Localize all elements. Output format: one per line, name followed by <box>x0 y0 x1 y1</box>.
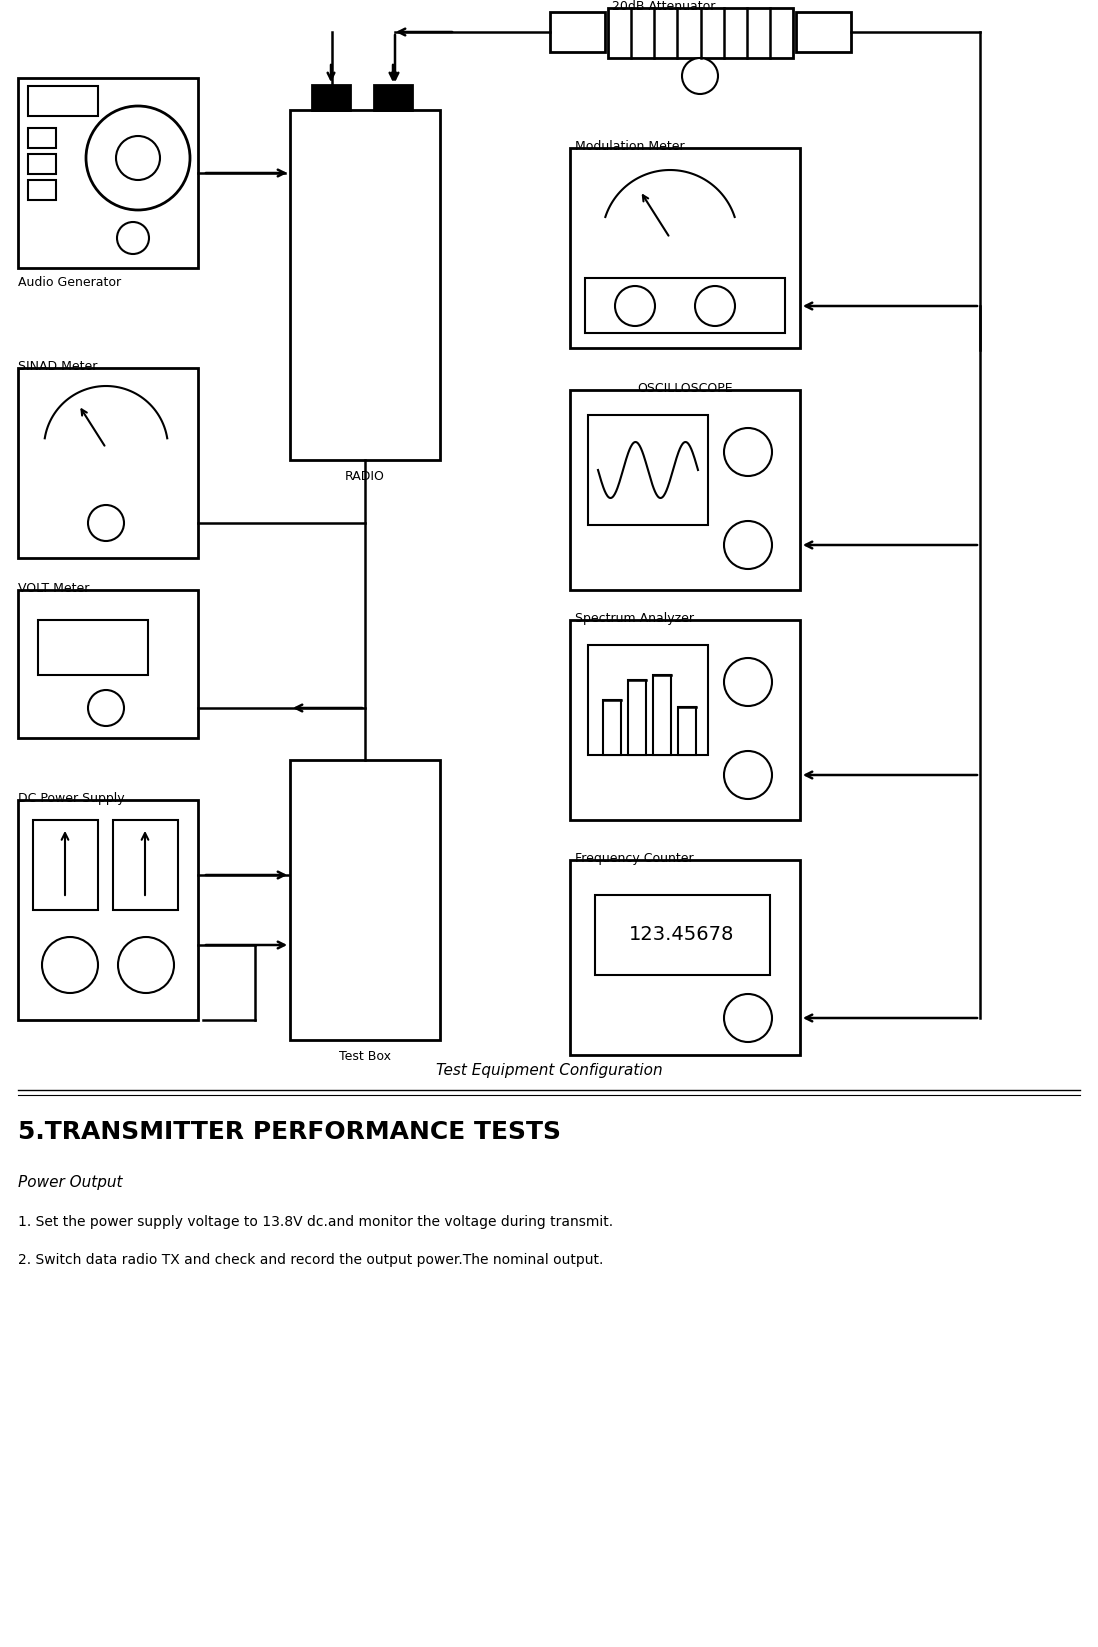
Text: 20dB Attenuator: 20dB Attenuator <box>612 0 716 13</box>
Bar <box>29 86 98 115</box>
Circle shape <box>724 428 772 476</box>
Bar <box>603 700 621 754</box>
Text: RADIO: RADIO <box>345 469 385 483</box>
Text: Spectrum Analyzer: Spectrum Analyzer <box>575 613 694 624</box>
Bar <box>312 86 350 110</box>
Bar <box>18 590 198 738</box>
Circle shape <box>724 995 772 1043</box>
Text: Power Output: Power Output <box>18 1174 123 1191</box>
Bar <box>38 619 148 675</box>
Bar <box>290 759 440 1039</box>
Text: 1. Set the power supply voltage to 13.8V dc.and monitor the voltage during trans: 1. Set the power supply voltage to 13.8V… <box>18 1215 613 1229</box>
Bar <box>18 800 198 1019</box>
Bar <box>608 8 793 58</box>
Text: Frequency Counter: Frequency Counter <box>575 851 694 865</box>
Text: OSCILLOSCOPE: OSCILLOSCOPE <box>637 382 732 395</box>
Bar <box>29 180 56 199</box>
Bar <box>290 110 440 460</box>
Circle shape <box>117 222 149 254</box>
Circle shape <box>42 937 98 993</box>
Circle shape <box>88 506 124 540</box>
Text: DC Power Supply: DC Power Supply <box>18 792 125 805</box>
Circle shape <box>682 58 718 94</box>
Bar <box>570 390 800 590</box>
Bar <box>796 12 851 53</box>
Bar <box>589 415 708 525</box>
Bar <box>113 820 178 911</box>
Bar <box>570 860 800 1056</box>
Circle shape <box>615 287 656 326</box>
Bar <box>33 820 98 911</box>
Text: 2. Switch data radio TX and check and record the output power.The nominal output: 2. Switch data radio TX and check and re… <box>18 1253 604 1267</box>
Text: Audio Generator: Audio Generator <box>18 277 121 288</box>
Bar <box>550 12 605 53</box>
Text: SINAD Meter: SINAD Meter <box>18 361 98 372</box>
Circle shape <box>88 690 124 726</box>
Bar <box>18 367 198 558</box>
Circle shape <box>695 287 735 326</box>
Bar <box>628 680 646 754</box>
Text: Test Box: Test Box <box>339 1051 391 1062</box>
Bar <box>589 646 708 754</box>
Bar <box>677 707 696 754</box>
Text: 5.TRANSMITTER PERFORMANCE TESTS: 5.TRANSMITTER PERFORMANCE TESTS <box>18 1120 561 1145</box>
Bar <box>595 894 770 975</box>
Circle shape <box>117 937 173 993</box>
Bar <box>653 675 671 754</box>
Text: VOLT Meter: VOLT Meter <box>18 581 89 595</box>
Bar <box>29 155 56 175</box>
Text: Modulation Meter: Modulation Meter <box>575 140 685 153</box>
Bar <box>374 86 412 110</box>
Circle shape <box>116 137 160 180</box>
Circle shape <box>724 520 772 568</box>
Text: 123.45678: 123.45678 <box>629 926 735 944</box>
Bar <box>29 128 56 148</box>
Bar <box>570 619 800 820</box>
Circle shape <box>724 659 772 707</box>
Bar <box>585 278 785 333</box>
Circle shape <box>724 751 772 799</box>
Bar <box>570 148 800 348</box>
Circle shape <box>86 105 190 211</box>
Text: Test Equipment Configuration: Test Equipment Configuration <box>436 1062 662 1079</box>
Bar <box>18 77 198 268</box>
